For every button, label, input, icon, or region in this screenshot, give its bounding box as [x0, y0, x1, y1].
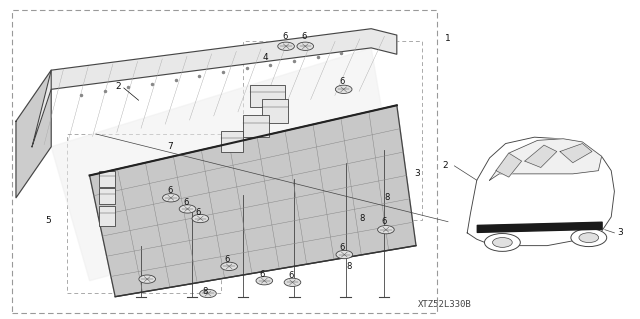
Polygon shape — [496, 153, 522, 177]
Text: 6: 6 — [167, 186, 172, 195]
Circle shape — [378, 226, 394, 234]
Circle shape — [192, 214, 209, 223]
Text: 6: 6 — [183, 198, 188, 207]
Bar — [99, 206, 115, 226]
Text: 6: 6 — [301, 32, 307, 41]
Bar — [99, 188, 115, 204]
Text: 6: 6 — [225, 256, 230, 264]
Text: 6: 6 — [282, 32, 287, 41]
Polygon shape — [90, 105, 416, 297]
Bar — [99, 171, 115, 187]
Circle shape — [139, 275, 156, 283]
Bar — [243, 115, 269, 137]
Circle shape — [200, 289, 216, 298]
Circle shape — [163, 194, 179, 202]
Text: 1: 1 — [445, 34, 451, 43]
Polygon shape — [525, 145, 557, 167]
Text: 6: 6 — [381, 217, 387, 226]
Text: 3: 3 — [618, 228, 623, 237]
Bar — [67, 134, 221, 293]
Text: 2: 2 — [442, 161, 448, 170]
Polygon shape — [16, 70, 51, 198]
Circle shape — [284, 278, 301, 286]
Polygon shape — [467, 137, 614, 246]
Text: XTZ52L330B: XTZ52L330B — [418, 300, 472, 309]
Polygon shape — [51, 48, 397, 281]
Bar — [243, 41, 422, 220]
Circle shape — [297, 42, 314, 50]
Bar — [12, 10, 437, 313]
Circle shape — [571, 229, 607, 247]
Circle shape — [493, 238, 512, 247]
Text: 6: 6 — [340, 243, 345, 252]
Text: 6: 6 — [289, 271, 294, 280]
Polygon shape — [490, 139, 602, 180]
Text: 8: 8 — [202, 287, 207, 296]
Text: 6: 6 — [340, 77, 345, 86]
Circle shape — [484, 234, 520, 251]
Bar — [221, 131, 243, 152]
Polygon shape — [560, 144, 592, 163]
Polygon shape — [32, 29, 397, 147]
Circle shape — [335, 85, 352, 93]
Text: 5: 5 — [45, 216, 51, 225]
Bar — [262, 99, 288, 123]
Circle shape — [221, 262, 237, 271]
Text: 8: 8 — [359, 214, 364, 223]
Text: 6: 6 — [196, 208, 201, 217]
Bar — [250, 85, 285, 107]
Text: 7: 7 — [167, 142, 172, 151]
Text: 2: 2 — [116, 82, 121, 91]
Text: 3: 3 — [415, 169, 420, 178]
Text: 8: 8 — [385, 193, 390, 202]
Text: 6: 6 — [260, 270, 265, 279]
Text: 4: 4 — [263, 53, 268, 62]
Circle shape — [278, 42, 294, 50]
Circle shape — [336, 250, 353, 259]
Circle shape — [179, 205, 196, 213]
Circle shape — [579, 233, 598, 242]
Text: 8: 8 — [346, 262, 351, 271]
Circle shape — [256, 277, 273, 285]
